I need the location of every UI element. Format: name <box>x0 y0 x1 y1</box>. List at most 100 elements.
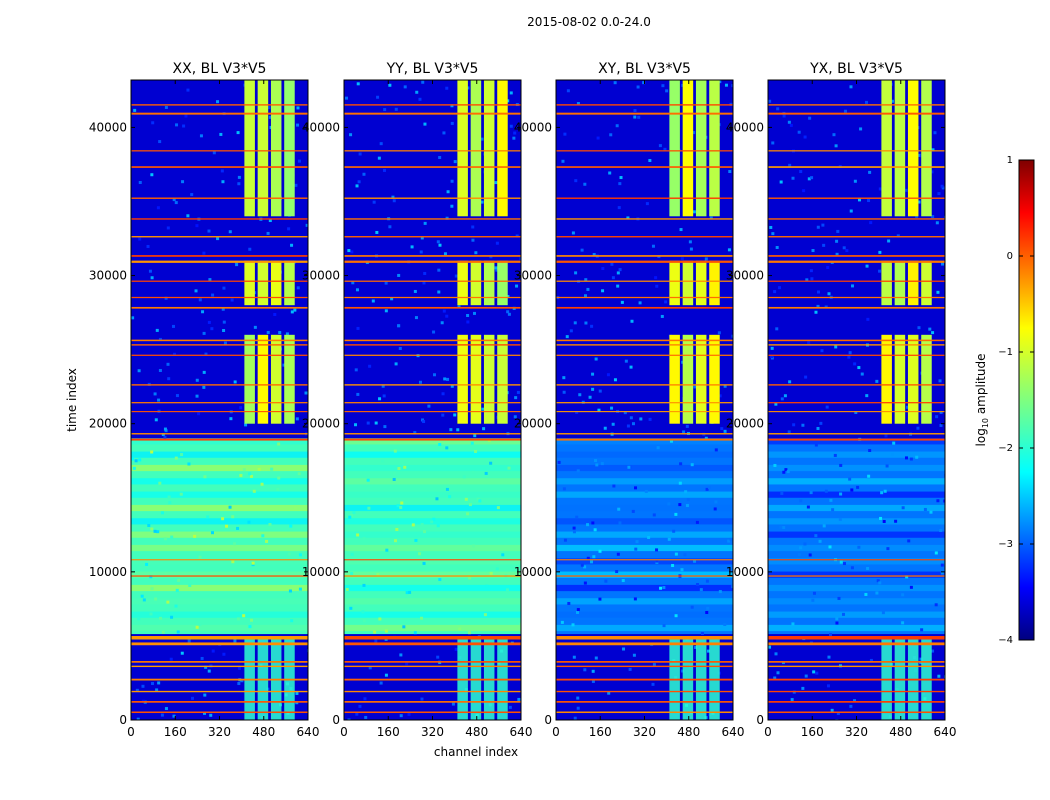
heatmap-pixel <box>674 512 678 516</box>
heatmap-pixel <box>655 559 659 563</box>
heatmap-pixel <box>572 530 576 534</box>
heatmap-pixel <box>394 107 398 111</box>
heatmap-pixel <box>808 116 812 120</box>
heatmap-pixel <box>184 114 188 118</box>
heatmap-pixel <box>519 622 521 626</box>
heatmap-pixel <box>440 321 444 325</box>
heatmap-rfi-line <box>344 150 521 152</box>
heatmap-rfi-line <box>131 344 308 346</box>
heatmap-pixel <box>419 250 423 254</box>
heatmap-pixel <box>677 444 681 448</box>
heatmap-pixel <box>803 542 807 546</box>
heatmap-pixel <box>674 552 678 556</box>
heatmap-rfi-line <box>556 296 733 299</box>
heatmap-bright-block <box>695 334 707 424</box>
heatmap-pixel <box>678 503 682 507</box>
heatmap-pixel <box>773 676 777 680</box>
heatmap-pixel <box>379 142 383 146</box>
heatmap-pixel <box>242 468 246 472</box>
y-tick-label: 10000 <box>302 565 340 579</box>
heatmap-pixel <box>160 511 164 515</box>
heatmap-pixel <box>164 571 168 575</box>
heatmap-pixel <box>363 697 367 701</box>
y-tick-label: 0 <box>119 713 127 727</box>
heatmap-pixel <box>799 499 803 503</box>
heatmap-rfi-line <box>344 104 521 106</box>
heatmap-pixel <box>174 456 178 460</box>
heatmap-pixel <box>611 422 615 426</box>
heatmap-rfi-line <box>556 711 733 714</box>
heatmap-pixel <box>644 489 648 493</box>
heatmap-pixel <box>204 352 208 356</box>
heatmap-pixel <box>198 622 202 626</box>
heatmap-pixel <box>453 413 457 417</box>
heatmap-pixel <box>515 284 519 288</box>
heatmap-pixel <box>375 230 379 234</box>
x-tick-label: 0 <box>127 725 135 739</box>
heatmap-pixel <box>168 501 172 505</box>
heatmap-pixel <box>422 420 426 424</box>
heatmap-pixel <box>917 153 921 157</box>
heatmap-pixel <box>413 289 417 293</box>
heatmap-pixel <box>816 290 820 294</box>
heatmap-pixel <box>450 179 454 183</box>
heatmap-pixel <box>438 243 442 247</box>
heatmap-pixel <box>287 227 291 231</box>
heatmap-rfi-line <box>344 665 521 668</box>
heatmap-bright-block <box>881 260 892 306</box>
heatmap-pixel <box>688 240 692 244</box>
heatmap-pixel <box>221 307 225 311</box>
heatmap-pixel <box>629 416 633 420</box>
heatmap-pixel <box>768 99 772 103</box>
heatmap-bright-block <box>497 334 508 424</box>
heatmap-pixel <box>156 530 160 534</box>
heatmap-rfi-line <box>131 411 308 413</box>
heatmap-bright-block <box>709 80 720 217</box>
heatmap-pixel <box>770 346 774 350</box>
heatmap-pixel <box>158 481 162 485</box>
heatmap-rfi-line <box>556 690 733 693</box>
heatmap-rfi-line <box>556 255 733 257</box>
heatmap-pixel <box>773 290 777 294</box>
heatmap-pixel <box>709 216 713 220</box>
heatmap-rfi-line <box>768 354 945 356</box>
heatmap-rfi-line <box>556 402 733 404</box>
heatmap-rfi-line <box>344 255 521 257</box>
heatmap-pixel <box>596 136 600 140</box>
heatmap-pixel <box>636 85 640 89</box>
heatmap-pixel <box>686 498 690 502</box>
heatmap-pixel <box>940 563 944 567</box>
heatmap-pixel <box>807 177 811 181</box>
heatmap-pixel <box>355 288 359 292</box>
heatmap-pixel <box>171 555 175 559</box>
heatmap-pixel <box>934 551 938 555</box>
heatmap-pixel <box>366 421 370 425</box>
heatmap-pixel <box>851 284 855 288</box>
heatmap-rfi-line <box>131 354 308 356</box>
heatmap-pixel <box>788 163 792 167</box>
heatmap-pixel <box>804 674 808 678</box>
heatmap-pixel <box>293 308 297 312</box>
heatmap-rfi-line <box>768 711 945 714</box>
heatmap-rfi-line <box>768 575 945 577</box>
heatmap-pixel <box>901 593 905 597</box>
heatmap-pixel <box>882 519 886 523</box>
x-tick-label: 160 <box>377 725 400 739</box>
colorbar: 10−1−2−3−4 log10 amplitude <box>974 155 1035 646</box>
heatmap-rfi-line <box>344 384 521 386</box>
heatmap-pixel <box>718 394 722 398</box>
heatmap-pixel <box>782 526 786 530</box>
heatmap-pixel <box>775 327 779 331</box>
heatmap-bright-block <box>483 80 495 217</box>
heatmap-pixel <box>574 179 578 183</box>
heatmap-pixel <box>398 346 402 350</box>
x-tick-label: 320 <box>633 725 656 739</box>
heatmap-rfi-line <box>556 642 733 646</box>
heatmap-pixel <box>372 200 376 204</box>
heatmap-pixel <box>591 372 595 376</box>
heatmap-bright-block <box>669 80 680 217</box>
heatmap-pixel <box>373 630 377 634</box>
heatmap-pixel <box>630 319 634 323</box>
x-tick-label: 640 <box>510 725 533 739</box>
heatmap-pixel <box>131 316 135 320</box>
